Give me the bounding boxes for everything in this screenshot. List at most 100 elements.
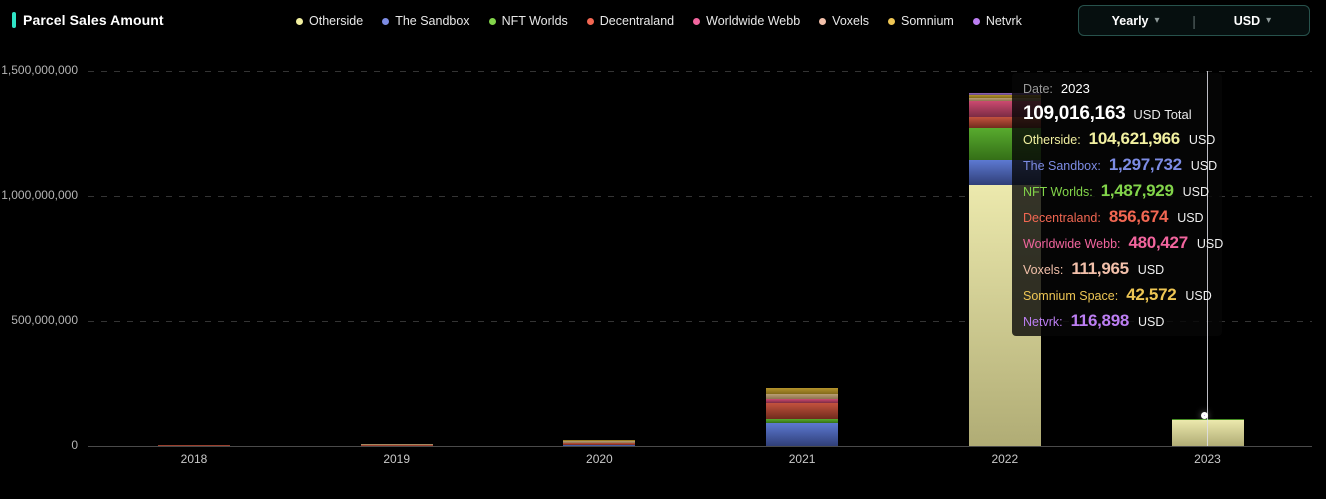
bar-segment-voxels xyxy=(563,441,636,444)
bar-segment-the-sandbox xyxy=(766,423,839,446)
legend-item-voxels[interactable]: Voxels xyxy=(819,14,869,28)
tooltip-series-suffix: USD xyxy=(1185,289,1212,303)
tooltip-series-row: Decentraland: 856,674 USD xyxy=(1023,207,1223,233)
legend-dot-icon xyxy=(693,17,701,25)
tooltip-series-suffix: USD xyxy=(1182,185,1210,199)
tooltip-series-row: Voxels: 111,965 USD xyxy=(1023,259,1223,285)
tooltip-series-suffix: USD xyxy=(1137,263,1165,277)
bar-segment-decentraland xyxy=(563,443,636,445)
y-axis-tick-label: 0 xyxy=(71,438,78,452)
legend-dot-icon xyxy=(972,17,980,25)
chart-controls: Yearly ▾ | USD ▾ xyxy=(1078,5,1310,36)
legend-dot-icon xyxy=(488,17,496,25)
legend-dot-icon xyxy=(888,17,896,25)
bar-segment-somnium xyxy=(968,95,1041,98)
tooltip-total-suffix: USD Total xyxy=(1133,107,1192,122)
x-axis-line xyxy=(88,446,1312,447)
tooltip-date-row: Date: 2023 xyxy=(1023,81,1223,103)
legend-dot-icon xyxy=(296,17,303,25)
legend-item-nft-worlds[interactable]: NFT Worlds xyxy=(488,14,568,28)
tooltip-series-row: The Sandbox: 1,297,732 USD xyxy=(1023,155,1223,181)
tooltip: Date: 2023 109,016,163 USD Total Otherside: 1… xyxy=(1012,73,1234,343)
legend-dot-icon xyxy=(586,17,594,25)
bar-segment-decentraland xyxy=(766,403,839,419)
bar-segment-nft-worlds xyxy=(766,419,839,423)
header: Parcel Sales Amount Otherside The Sandbox… xyxy=(0,0,1326,42)
legend-item-worldwide-webb[interactable]: Worldwide Webb xyxy=(693,14,800,28)
legend-item-the-sandbox[interactable]: The Sandbox xyxy=(382,14,470,28)
tooltip-series-suffix: USD xyxy=(1196,237,1224,251)
legend-dot-icon xyxy=(382,17,390,25)
legend-item-label: The Sandbox xyxy=(395,14,470,28)
tooltip-series-suffix: USD xyxy=(1138,315,1165,329)
x-axis-tick-label: 2022 xyxy=(991,452,1019,466)
legend-item-otherside[interactable]: Otherside xyxy=(296,14,363,28)
tooltip-series-value: 1,297,732 xyxy=(1108,155,1182,174)
legend-item-label: Netvrk xyxy=(985,14,1022,28)
x-axis-tick-label: 2020 xyxy=(586,452,613,466)
x-axis-tick-label: 2023 xyxy=(1194,452,1221,466)
tooltip-series-label: Otherside: xyxy=(1023,133,1081,147)
bar-segment-voxels xyxy=(766,394,839,399)
page-title: Parcel Sales Amount xyxy=(23,12,164,28)
tooltip-series-suffix: USD xyxy=(1188,133,1216,147)
gridline xyxy=(88,71,1312,72)
currency-dropdown[interactable]: USD ▾ xyxy=(1196,14,1309,28)
legend-item-somnium[interactable]: Somnium xyxy=(888,14,954,28)
tooltip-series-value: 116,898 xyxy=(1070,311,1130,330)
bar-segment-decentraland xyxy=(968,117,1041,128)
tooltip-series-row: Netvrk: 116,898 USD xyxy=(1023,311,1223,337)
x-axis-tick-label: 2021 xyxy=(788,452,816,466)
tooltip-series-label: Somnium Space: xyxy=(1023,289,1119,303)
bar-segment-netvrk xyxy=(968,93,1041,95)
period-dropdown[interactable]: Yearly ▾ xyxy=(1079,14,1192,28)
legend-item-label: NFT Worlds xyxy=(501,14,568,28)
controls-divider: | xyxy=(1192,12,1196,29)
tooltip-series-row: Somnium Space: 42,572 USD xyxy=(1023,285,1223,311)
crosshair-line xyxy=(1207,71,1208,446)
tooltip-series-value: 104,621,966 xyxy=(1088,129,1181,148)
legend-item-label: Otherside xyxy=(309,14,364,28)
bar-segment-decentraland xyxy=(158,445,230,446)
tooltip-total-value: 109,016,163 xyxy=(1023,103,1126,124)
tooltip-series-value: 111,965 xyxy=(1071,259,1129,278)
tooltip-series-label: NFT Worlds: xyxy=(1023,185,1093,199)
bar-segment-somnium xyxy=(766,388,839,394)
tooltip-series-value: 856,674 xyxy=(1108,207,1169,226)
tooltip-date-label: Date: xyxy=(1023,82,1053,96)
x-axis-tick-label: 2018 xyxy=(180,452,208,466)
gridline xyxy=(88,321,1312,322)
chevron-down-icon: ▾ xyxy=(1154,15,1160,26)
tooltip-series-label: Netvrk: xyxy=(1023,315,1063,329)
legend-item-label: Voxels xyxy=(832,14,870,28)
legend-item-label: Worldwide Webb xyxy=(706,14,801,28)
legend-item-netvrk[interactable]: Netvrk xyxy=(972,14,1022,28)
bar-segment-voxels xyxy=(360,443,433,445)
legend-item-label: Somnium xyxy=(901,14,954,28)
tooltip-series-value: 42,572 xyxy=(1126,285,1177,304)
y-axis-tick-label: 1,000,000,000 xyxy=(1,188,78,202)
tooltip-series-label: Worldwide Webb: xyxy=(1023,237,1121,251)
tooltip-series-value: 480,427 xyxy=(1128,233,1189,252)
gridline xyxy=(88,196,1312,197)
y-axis-tick-label: 1,500,000,000 xyxy=(1,63,78,77)
bar-2018[interactable] xyxy=(158,0,230,446)
tooltip-series-row: NFT Worlds: 1,487,929 USD xyxy=(1023,181,1223,207)
tooltip-series-label: Decentraland: xyxy=(1023,211,1101,225)
legend-item-label: Decentraland xyxy=(599,14,675,28)
bar-2019[interactable] xyxy=(360,0,433,446)
bar-segment-worldwide-webb xyxy=(766,399,839,403)
chevron-down-icon: ▾ xyxy=(1266,15,1272,26)
bar-segment-decentraland xyxy=(360,444,433,446)
tooltip-total-row: 109,016,163 USD Total xyxy=(1023,103,1223,129)
tooltip-series-label: Voxels: xyxy=(1023,263,1064,277)
legend-dot-icon xyxy=(819,17,827,25)
legend-item-decentraland[interactable]: Decentraland xyxy=(586,14,675,28)
bar-2021[interactable] xyxy=(766,0,839,446)
period-dropdown-value: Yearly xyxy=(1111,13,1149,28)
currency-dropdown-value: USD xyxy=(1233,13,1261,28)
bar-2020[interactable] xyxy=(563,0,636,446)
hover-point-marker xyxy=(1201,412,1208,420)
tooltip-series-value: 1,487,929 xyxy=(1100,181,1174,200)
